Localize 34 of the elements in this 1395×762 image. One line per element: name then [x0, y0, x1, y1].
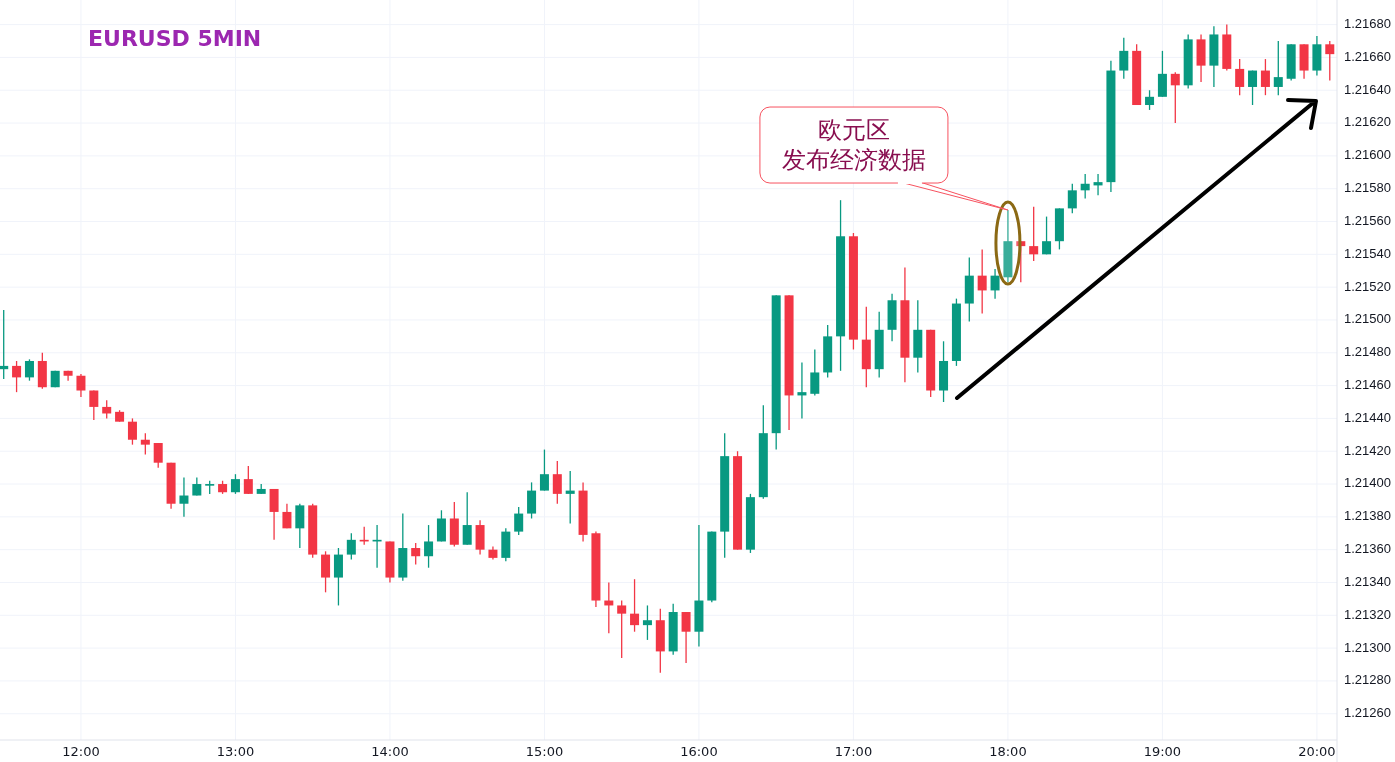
- callout: 欧元区发布经济数据: [759, 106, 1009, 211]
- y-tick-label: 1.21340: [1344, 573, 1391, 589]
- y-tick-label: 1.21500: [1344, 311, 1391, 327]
- annotation: 欧元区发布经济数据: [781, 116, 926, 175]
- x-tick-label: 15:00: [525, 743, 564, 759]
- y-tick-label: 1.21260: [1344, 705, 1391, 721]
- text: EURUSD 5MIN: [88, 26, 262, 51]
- y-tick-label: 1.21680: [1344, 16, 1391, 32]
- x-tick-label: 12:00: [62, 743, 100, 759]
- y-tick-label: 1.21320: [1344, 606, 1391, 622]
- y-tick-label: 1.21460: [1344, 377, 1391, 393]
- y-tick-label: 1.21520: [1344, 278, 1391, 294]
- y-tick-label: 1.21580: [1344, 180, 1391, 196]
- y-tick-label: 1.21540: [1344, 245, 1391, 261]
- y-tick-label: 1.21360: [1344, 541, 1391, 557]
- x-tick-label: 20:00: [1298, 743, 1336, 759]
- y-tick-label: 1.21400: [1344, 475, 1391, 491]
- y-tick-label: 1.21560: [1344, 212, 1391, 228]
- y-tick-label: 1.21280: [1344, 672, 1391, 688]
- x-tick-label: 13:00: [216, 743, 255, 759]
- y-tick-label: 1.21300: [1344, 639, 1391, 655]
- y-tick-label: 1.21640: [1344, 81, 1391, 97]
- y-tick-label: 1.21620: [1344, 114, 1391, 130]
- y-tick-label: 1.21420: [1344, 442, 1391, 458]
- x-tick-label: 14:00: [371, 743, 409, 759]
- y-tick-label: 1.21440: [1344, 409, 1391, 425]
- y-tick-label: 1.21660: [1344, 48, 1391, 64]
- y-tick-label: 1.21600: [1344, 147, 1391, 163]
- x-tick-label: 19:00: [1143, 743, 1182, 759]
- x-tick-label: 18:00: [989, 743, 1027, 759]
- x-tick-label: 17:00: [834, 743, 873, 759]
- x-tick-label: 16:00: [680, 743, 718, 759]
- y-tick-label: 1.21380: [1344, 508, 1391, 524]
- y-tick-label: 1.21480: [1344, 344, 1391, 360]
